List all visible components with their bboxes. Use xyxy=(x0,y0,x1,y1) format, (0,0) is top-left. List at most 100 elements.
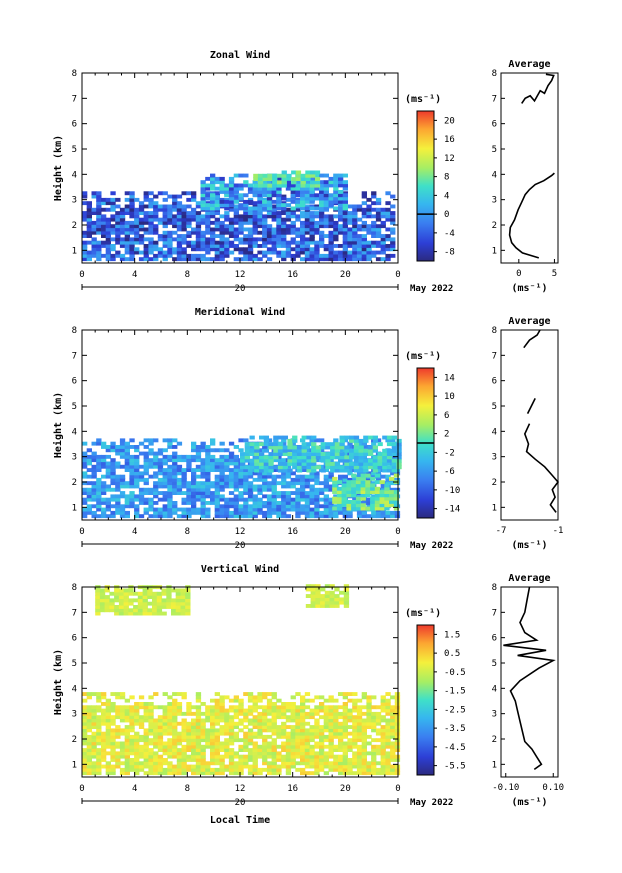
heatmap-cell xyxy=(296,452,303,456)
heatmap-cell xyxy=(115,501,121,505)
heatmap-cell xyxy=(271,234,277,238)
heatmap-cell xyxy=(143,754,149,759)
heatmap-cell xyxy=(233,211,239,215)
heatmap-cell xyxy=(233,471,239,476)
heatmap-cell xyxy=(186,191,192,196)
colorbar-tick-label: 2 xyxy=(444,430,449,440)
heatmap-cell xyxy=(361,247,367,252)
avg-y-tick-label: 2 xyxy=(492,221,497,231)
heatmap-cell xyxy=(134,514,140,519)
heatmap-cell xyxy=(157,237,164,242)
heatmap-cell xyxy=(214,464,220,469)
heatmap-cell xyxy=(191,448,197,453)
heatmap-cell xyxy=(167,708,173,713)
heatmap-cell xyxy=(162,718,168,723)
heatmap-cell xyxy=(172,204,178,209)
colorbar-tick-label: -4 xyxy=(444,229,455,239)
heatmap-cell xyxy=(305,604,312,608)
heatmap-cell xyxy=(374,493,381,498)
heatmap-cell xyxy=(219,461,225,466)
heatmap-cell xyxy=(257,203,263,208)
heatmap-cell xyxy=(271,708,277,713)
heatmap-cell xyxy=(176,731,183,736)
heatmap-cell xyxy=(101,734,107,739)
heatmap-cell xyxy=(390,718,396,723)
heatmap-cell xyxy=(372,465,378,470)
heatmap-cell xyxy=(252,698,258,703)
heatmap-cell xyxy=(219,186,225,191)
heatmap-cell xyxy=(195,751,202,756)
heatmap-cell xyxy=(257,767,263,772)
heatmap-cell xyxy=(243,183,249,188)
heatmap-cell xyxy=(249,442,255,447)
heatmap-cell xyxy=(200,725,206,729)
heatmap-cell xyxy=(249,448,255,453)
avg-y-tick-label: 4 xyxy=(492,427,497,437)
heatmap-cell xyxy=(328,718,334,723)
heatmap-cell xyxy=(276,711,282,716)
heatmap-cell xyxy=(352,204,358,209)
heatmap-cell xyxy=(186,744,192,749)
heatmap-cell xyxy=(205,715,211,720)
heatmap-cell xyxy=(104,598,110,603)
heatmap-cell xyxy=(296,458,303,463)
heatmap-cell xyxy=(319,224,325,229)
heatmap-cell xyxy=(372,448,378,453)
heatmap-cell xyxy=(195,484,202,489)
heatmap-cell xyxy=(228,207,235,212)
heatmap-cell xyxy=(262,748,268,752)
heatmap-cell xyxy=(210,718,216,723)
heatmap-cell xyxy=(161,598,167,603)
heatmap-cell xyxy=(205,193,211,198)
heatmap-cell xyxy=(191,197,197,202)
heatmap-cell xyxy=(352,744,358,749)
heatmap-cell xyxy=(257,257,263,262)
heatmap-cell xyxy=(323,734,329,739)
heatmap-cell xyxy=(323,761,329,766)
heatmap-cell xyxy=(391,458,397,463)
heatmap-cell xyxy=(224,721,230,726)
heatmap-cell xyxy=(153,217,159,222)
heatmap-cell xyxy=(228,199,235,204)
heatmap-cell xyxy=(276,196,282,201)
heatmap-cell xyxy=(105,497,111,502)
heatmap-cell xyxy=(338,715,344,720)
heatmap-cell xyxy=(214,767,220,772)
heatmap-cell xyxy=(82,451,88,456)
heatmap-cell xyxy=(123,601,129,606)
heatmap-cell xyxy=(380,224,386,229)
heatmap-cell xyxy=(343,590,350,595)
heatmap-cell xyxy=(91,771,97,776)
heatmap-cell xyxy=(342,711,348,716)
heatmap-cell xyxy=(110,477,116,482)
heatmap-cell xyxy=(323,217,329,222)
month-label: May 2022 xyxy=(410,541,453,551)
heatmap-cell xyxy=(247,721,254,726)
heatmap-cell xyxy=(172,464,178,469)
heatmap-cell xyxy=(252,206,258,211)
heatmap-cell xyxy=(267,173,273,178)
heatmap-cell xyxy=(119,741,126,746)
heatmap-cell xyxy=(195,731,202,736)
heatmap-cell xyxy=(233,464,239,469)
heatmap-cell xyxy=(214,199,220,204)
heatmap-cell xyxy=(323,771,329,776)
heatmap-cell xyxy=(300,484,306,489)
heatmap-cell xyxy=(368,445,374,450)
x-tick-label: 8 xyxy=(185,784,190,794)
heatmap-cell xyxy=(134,494,140,499)
heatmap-cell xyxy=(257,507,263,512)
heatmap-cell xyxy=(172,220,178,225)
heatmap-cell xyxy=(333,764,339,769)
heatmap-cell xyxy=(124,758,130,762)
heatmap-cell xyxy=(228,698,235,703)
heatmap-cell xyxy=(134,715,140,720)
heatmap-cell xyxy=(205,211,211,215)
heatmap-cell xyxy=(101,491,107,495)
heatmap-cell xyxy=(247,186,254,191)
heatmap-cell xyxy=(191,758,197,762)
heatmap-cell xyxy=(124,250,130,255)
heatmap-cell xyxy=(110,731,116,736)
heatmap-cell xyxy=(375,477,382,482)
